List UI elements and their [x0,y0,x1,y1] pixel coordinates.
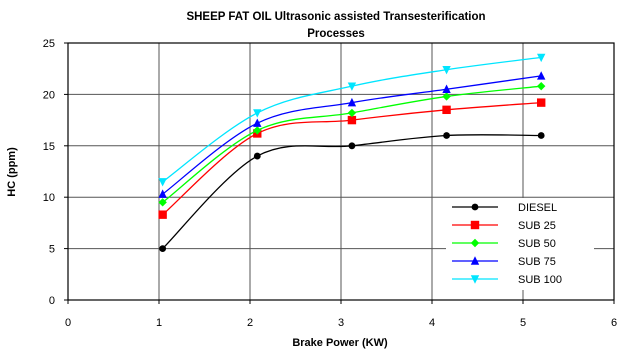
chart-title-line1: SHEEP FAT OIL Ultrasonic assisted Transe… [186,11,485,23]
legend-label-sub-25: SUB 25 [518,220,556,232]
legend-label-sub-50: SUB 50 [518,238,556,250]
legend-marker-sub-25 [470,220,480,230]
data-point-sub-100 [347,82,357,91]
x-tick-label: 2 [247,317,253,329]
data-point-sub-50 [442,92,451,101]
x-tick-label: 4 [429,317,435,329]
y-tick-label: 5 [49,244,55,256]
data-point-sub-75 [537,71,546,80]
y-axis-label: HC (ppm) [6,147,18,197]
x-tick-label: 5 [520,317,526,329]
x-tick-label: 0 [65,317,71,329]
data-point-diesel [348,142,356,150]
y-tick-label: 25 [43,38,55,50]
y-tick-label: 15 [43,141,55,153]
legend-marker-sub-75 [470,256,480,265]
data-point-sub-100 [537,53,546,63]
data-point-sub-100 [253,109,262,118]
data-point-diesel [443,132,450,139]
data-point-diesel [159,245,167,253]
data-point-sub-50 [253,126,262,135]
data-point-sub-25 [158,210,167,219]
chart-title-line2: Processes [307,28,365,40]
data-point-diesel [537,132,545,139]
legend-box [446,198,594,290]
data-point-sub-25 [347,115,357,125]
y-tick-label: 0 [49,295,55,307]
legend-label-diesel: DIESEL [518,202,557,214]
data-point-sub-50 [158,198,167,207]
data-point-sub-25 [537,98,546,107]
x-tick-label: 3 [338,317,344,329]
legend-marker-sub-100 [470,275,480,284]
data-point-sub-75 [442,84,451,93]
x-tick-label: 6 [611,317,617,329]
series-line-diesel [162,134,542,250]
data-point-sub-75 [253,118,262,127]
data-point-sub-50 [537,81,546,91]
data-point-sub-100 [442,66,451,75]
data-point-sub-50 [347,108,357,118]
data-point-diesel [253,152,261,160]
y-tick-label: 20 [43,89,55,101]
legend-marker-diesel [471,203,479,211]
legend-label-sub-75: SUB 75 [518,256,556,268]
x-tick-label: 1 [156,317,162,329]
y-tick-label: 10 [43,192,55,204]
legend-marker-sub-50 [470,238,480,248]
data-point-sub-75 [347,97,357,107]
legend-label-sub-100: SUB 100 [518,274,562,286]
data-point-sub-75 [158,189,167,198]
data-point-sub-100 [158,178,167,187]
x-axis-label: Brake Power (KW) [292,337,388,349]
data-point-sub-25 [442,105,451,115]
plot-area: 0 1 2 3 4 5 6 0 5 10 15 20 25 DIESEL SUB 25 SUB 50 SUB 7… [43,38,617,329]
